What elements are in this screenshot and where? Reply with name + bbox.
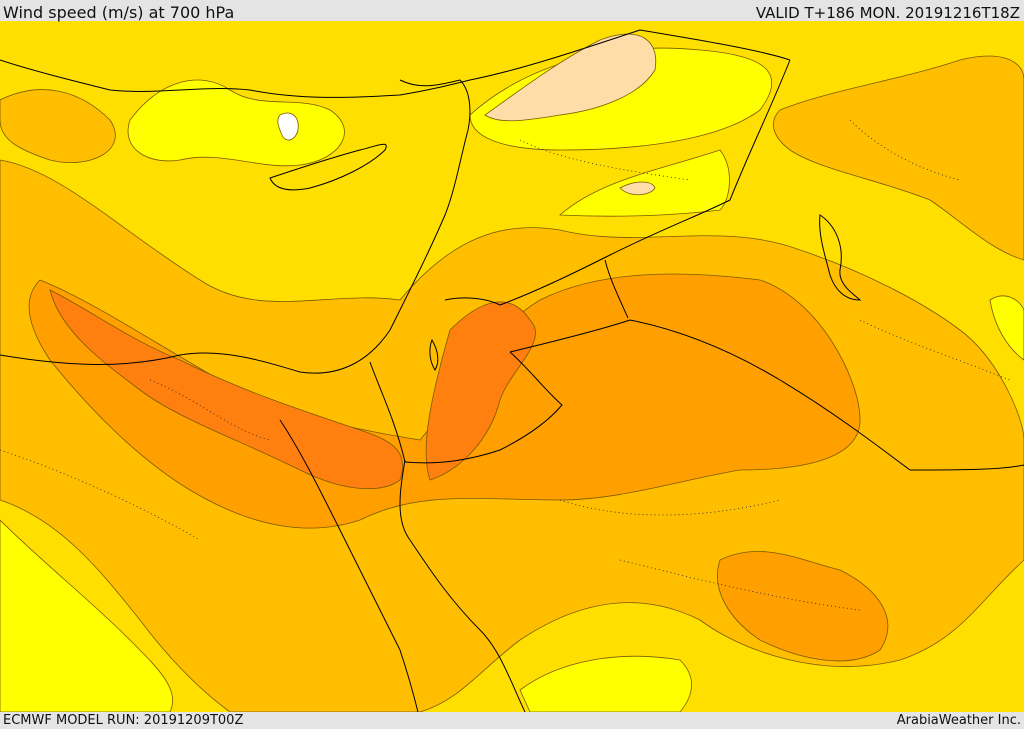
field-strong-patch-small: [619, 181, 656, 196]
valid-time: VALID T+186 MON. 20191216T18Z: [755, 4, 1020, 22]
field-calm-patch: [277, 112, 299, 141]
border-egypt-israel: [369, 361, 406, 463]
field-level-5-core: [49, 289, 403, 490]
field-level-1-sw: [0, 519, 173, 712]
title-bar: [0, 0, 1024, 21]
credit: ArabiaWeather Inc.: [896, 713, 1021, 728]
field-level-4-core: [28, 273, 861, 529]
coastline-cyprus: [269, 143, 387, 191]
coastline-red-sea-west: [279, 419, 419, 712]
field-level-1-east: [989, 295, 1024, 361]
border-syria-iraq: [499, 59, 791, 306]
coastline-mediterranean: [0, 79, 471, 374]
border-jordan-saudi: [404, 351, 563, 464]
field-level-4-south: [717, 551, 889, 662]
field-level-3-nw: [0, 89, 116, 163]
model-run: ECMWF MODEL RUN: 20191209T00Z: [3, 713, 244, 728]
field-strong-patch: [484, 33, 657, 122]
border-iraq-saudi: [509, 319, 1024, 471]
wind-speed-map: [0, 21, 1024, 712]
coastline-turkey: [0, 29, 791, 98]
border-syria-jordan: [444, 259, 629, 319]
field-level-1-north: [127, 79, 345, 167]
coastline-caspian: [819, 214, 862, 301]
coastline-red-sea-east: [399, 459, 526, 712]
coastline-dead-sea: [429, 338, 439, 371]
field-level-5-jordan: [425, 301, 536, 481]
map-title: Wind speed (m/s) at 700 hPa: [3, 3, 235, 22]
footer-bar: [0, 712, 1024, 729]
field-level-1-south: [519, 655, 692, 712]
field-level-3-iran: [773, 55, 1024, 261]
admin-boundaries: [0, 119, 1011, 611]
